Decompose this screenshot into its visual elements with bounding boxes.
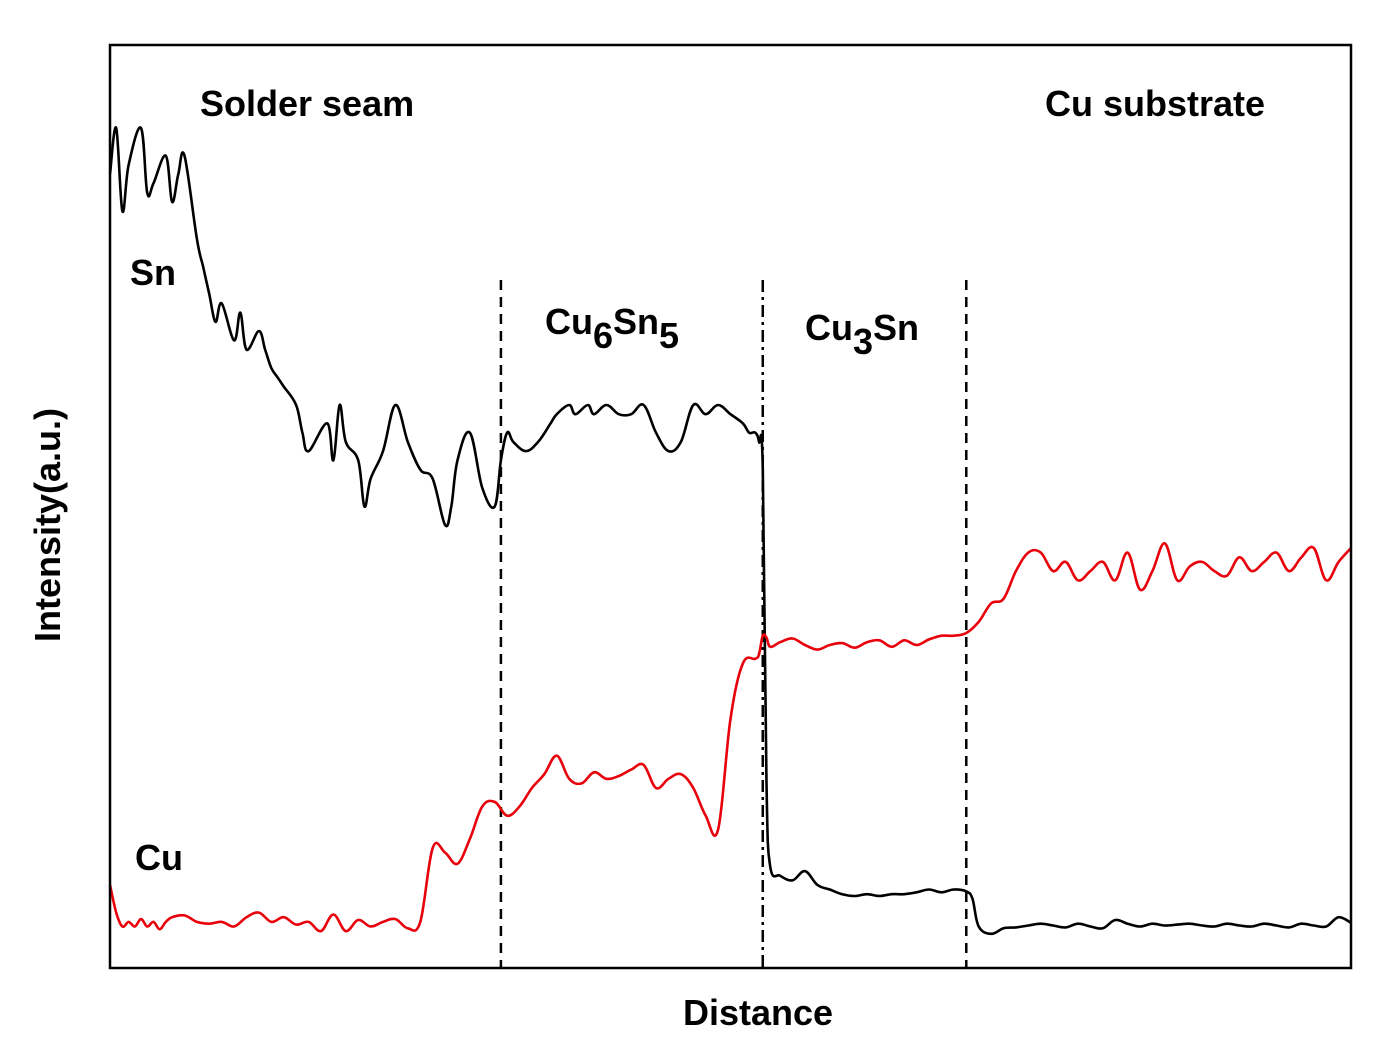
- plot-frame: [108, 43, 1353, 970]
- cu6sn5-mid: Sn: [613, 301, 659, 342]
- x-axis-label: Distance: [683, 992, 833, 1033]
- cu3sn-tail: Sn: [873, 307, 919, 348]
- series-label-sn: Sn: [130, 252, 176, 293]
- cu3sn-sub1: 3: [853, 321, 873, 362]
- cu6sn5-sub2: 5: [659, 315, 679, 356]
- region-label-cu-substrate: Cu substrate: [1045, 83, 1265, 124]
- cu6sn5-sub1: 6: [593, 315, 613, 356]
- region-label-solder-seam: Solder seam: [200, 83, 414, 124]
- region-label-cu6sn5: Cu6Sn5: [545, 301, 679, 356]
- series-label-cu: Cu: [135, 837, 183, 878]
- region-label-cu3sn: Cu3Sn: [805, 307, 919, 362]
- y-axis-label: Intensity(a.u.): [27, 408, 68, 642]
- cu6sn5-base: Cu: [545, 301, 593, 342]
- series-line-cu: [108, 542, 1352, 933]
- cu3sn-base: Cu: [805, 307, 853, 348]
- series-line-sn: [108, 126, 1352, 936]
- phase-boundaries: [499, 280, 968, 968]
- series-lines: [108, 126, 1352, 936]
